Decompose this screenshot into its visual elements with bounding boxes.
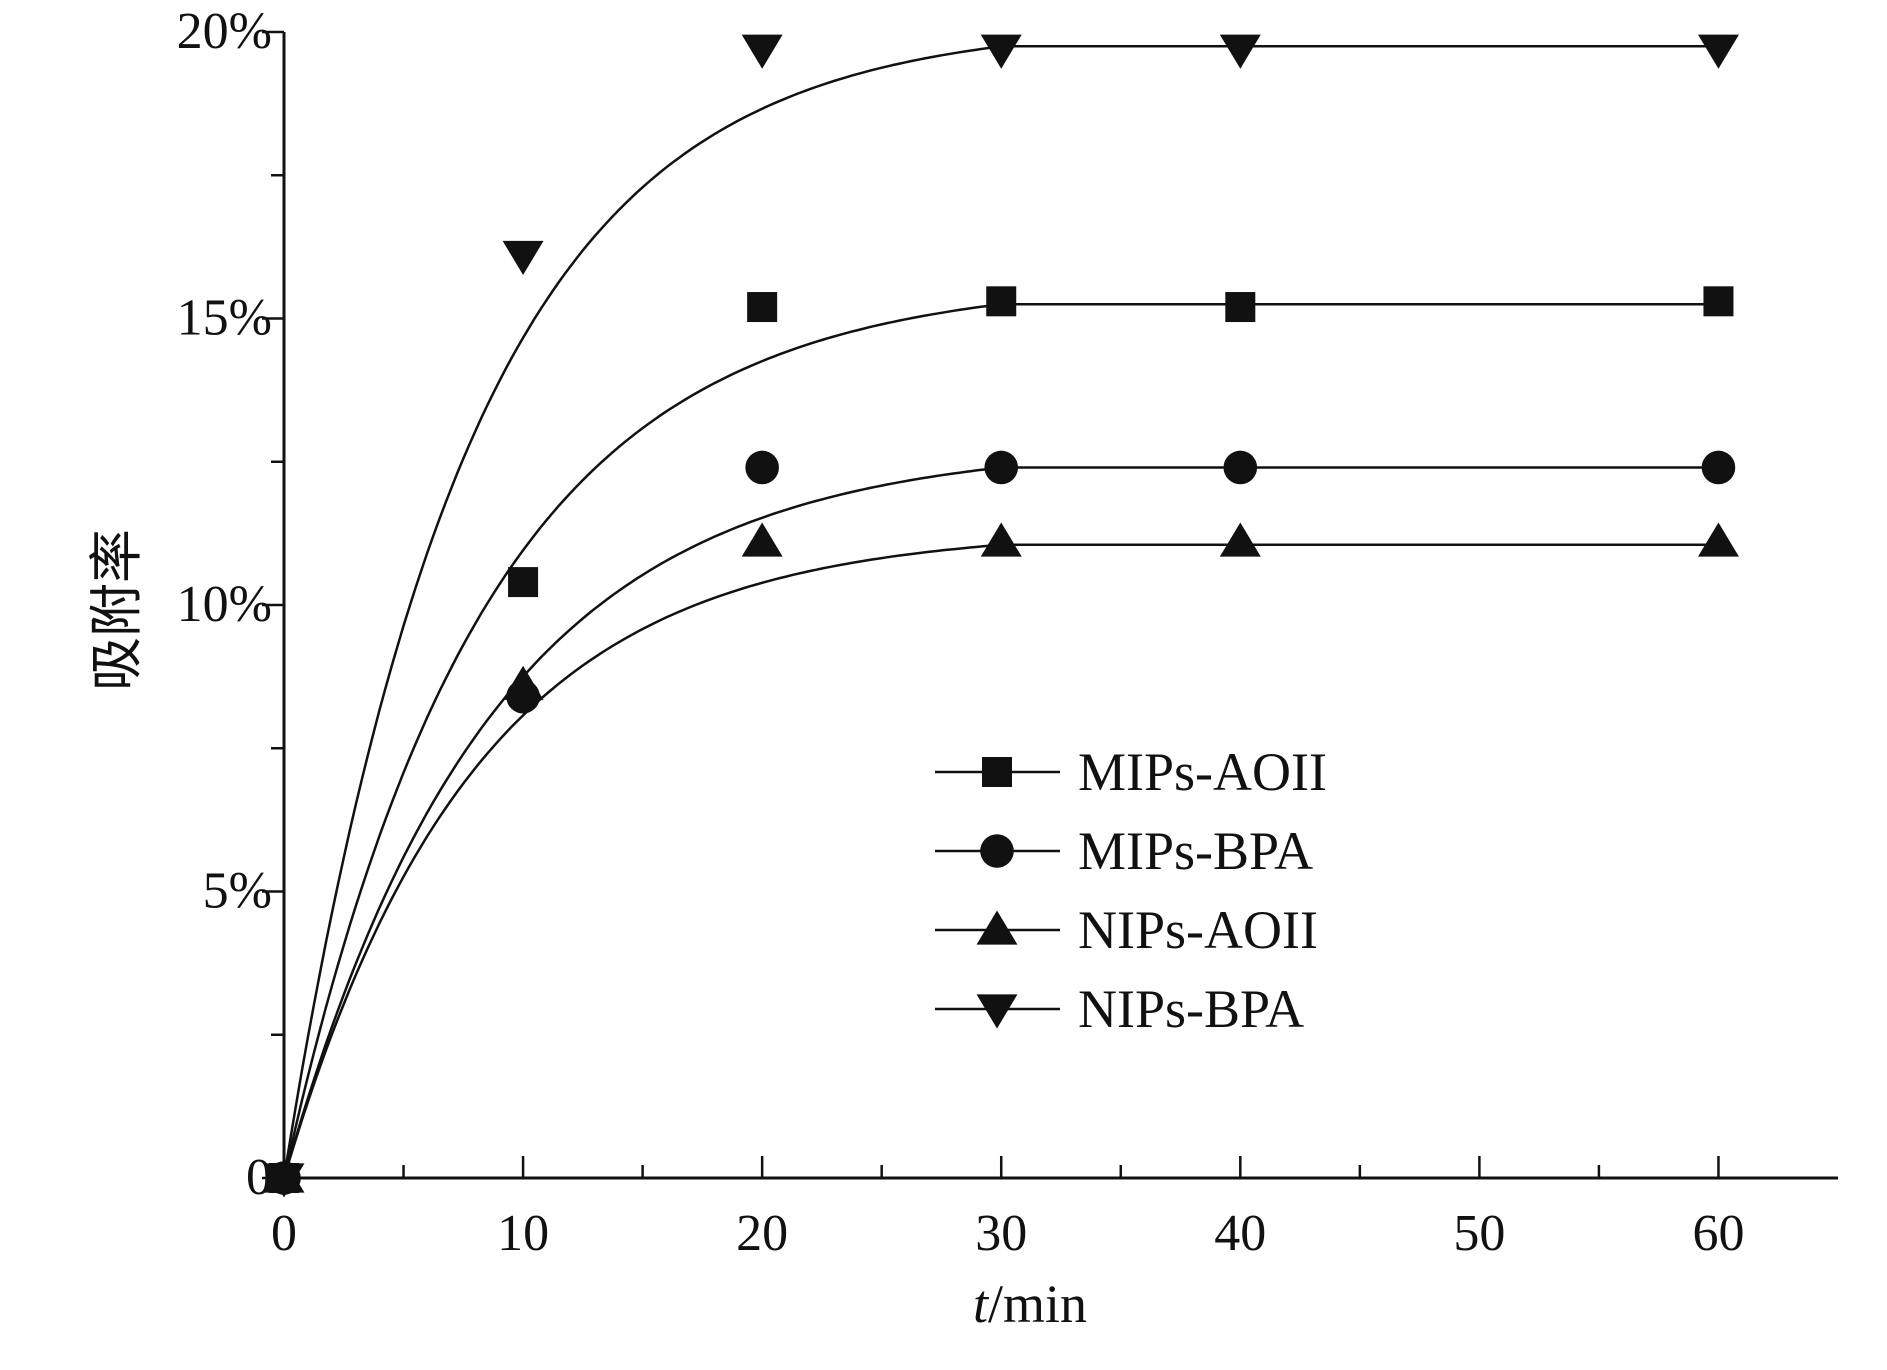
data-point-nips-aoii bbox=[980, 522, 1022, 557]
x-tick-label: 20 bbox=[736, 1205, 788, 1262]
legend-marker-mips-bpa bbox=[980, 834, 1014, 868]
data-point-nips-bpa bbox=[1697, 34, 1739, 69]
legend-marker-mips-aoii bbox=[982, 757, 1012, 787]
y-tick-label: 20% bbox=[177, 3, 272, 60]
data-point-mips-aoii bbox=[986, 286, 1017, 317]
legend: MIPs-AOII MIPs-BPA NIPs-AOII NIPs-BPA bbox=[935, 742, 1327, 1039]
x-tick-label: 30 bbox=[975, 1205, 1027, 1262]
legend-marker-nips-aoii bbox=[976, 910, 1018, 945]
legend-marker-nips-bpa bbox=[976, 994, 1018, 1029]
y-tick-label: 10% bbox=[177, 576, 272, 633]
data-point-nips-bpa bbox=[741, 34, 783, 69]
data-point-nips-aoii bbox=[741, 522, 783, 557]
data-point-nips-bpa bbox=[502, 240, 544, 275]
y-axis-label: 吸附率 bbox=[87, 529, 147, 691]
x-tick-label: 40 bbox=[1214, 1205, 1266, 1262]
x-tick-label: 0 bbox=[271, 1205, 297, 1262]
data-point-mips-aoii bbox=[747, 292, 778, 323]
x-axis-label-variable: t bbox=[973, 1274, 990, 1334]
data-point-mips-aoii bbox=[508, 567, 539, 598]
legend-label: MIPs-AOII bbox=[1078, 742, 1327, 802]
x-axis-label: t/min bbox=[973, 1274, 1087, 1334]
data-point-nips-aoii bbox=[1697, 522, 1739, 557]
y-tick-label: 15% bbox=[177, 290, 272, 347]
x-tick-label: 10 bbox=[497, 1205, 549, 1262]
data-point-nips-bpa bbox=[980, 34, 1022, 69]
data-point-mips-bpa bbox=[745, 450, 779, 485]
legend-label: NIPs-BPA bbox=[1078, 979, 1304, 1039]
data-point-nips-aoii bbox=[1219, 522, 1261, 557]
fit-curve-mips-bpa bbox=[282, 466, 1719, 1179]
data-point-mips-bpa bbox=[984, 450, 1019, 485]
x-axis-label-unit: /min bbox=[988, 1274, 1087, 1334]
data-point-nips-bpa bbox=[1219, 34, 1261, 69]
data-point-mips-bpa bbox=[1701, 450, 1736, 485]
data-point-mips-aoii bbox=[1703, 286, 1734, 317]
data-point-mips-bpa bbox=[1223, 450, 1258, 485]
data-markers bbox=[263, 34, 1739, 1198]
x-tick-label: 60 bbox=[1692, 1205, 1744, 1262]
legend-label: NIPs-AOII bbox=[1078, 900, 1318, 960]
data-point-nips-bpa bbox=[263, 1163, 305, 1198]
legend-label: MIPs-BPA bbox=[1078, 821, 1313, 881]
data-point-mips-aoii bbox=[1225, 292, 1256, 323]
x-tick-label: 50 bbox=[1453, 1205, 1505, 1262]
data-point-nips-aoii bbox=[502, 665, 544, 700]
y-tick-label: 5% bbox=[203, 863, 272, 920]
